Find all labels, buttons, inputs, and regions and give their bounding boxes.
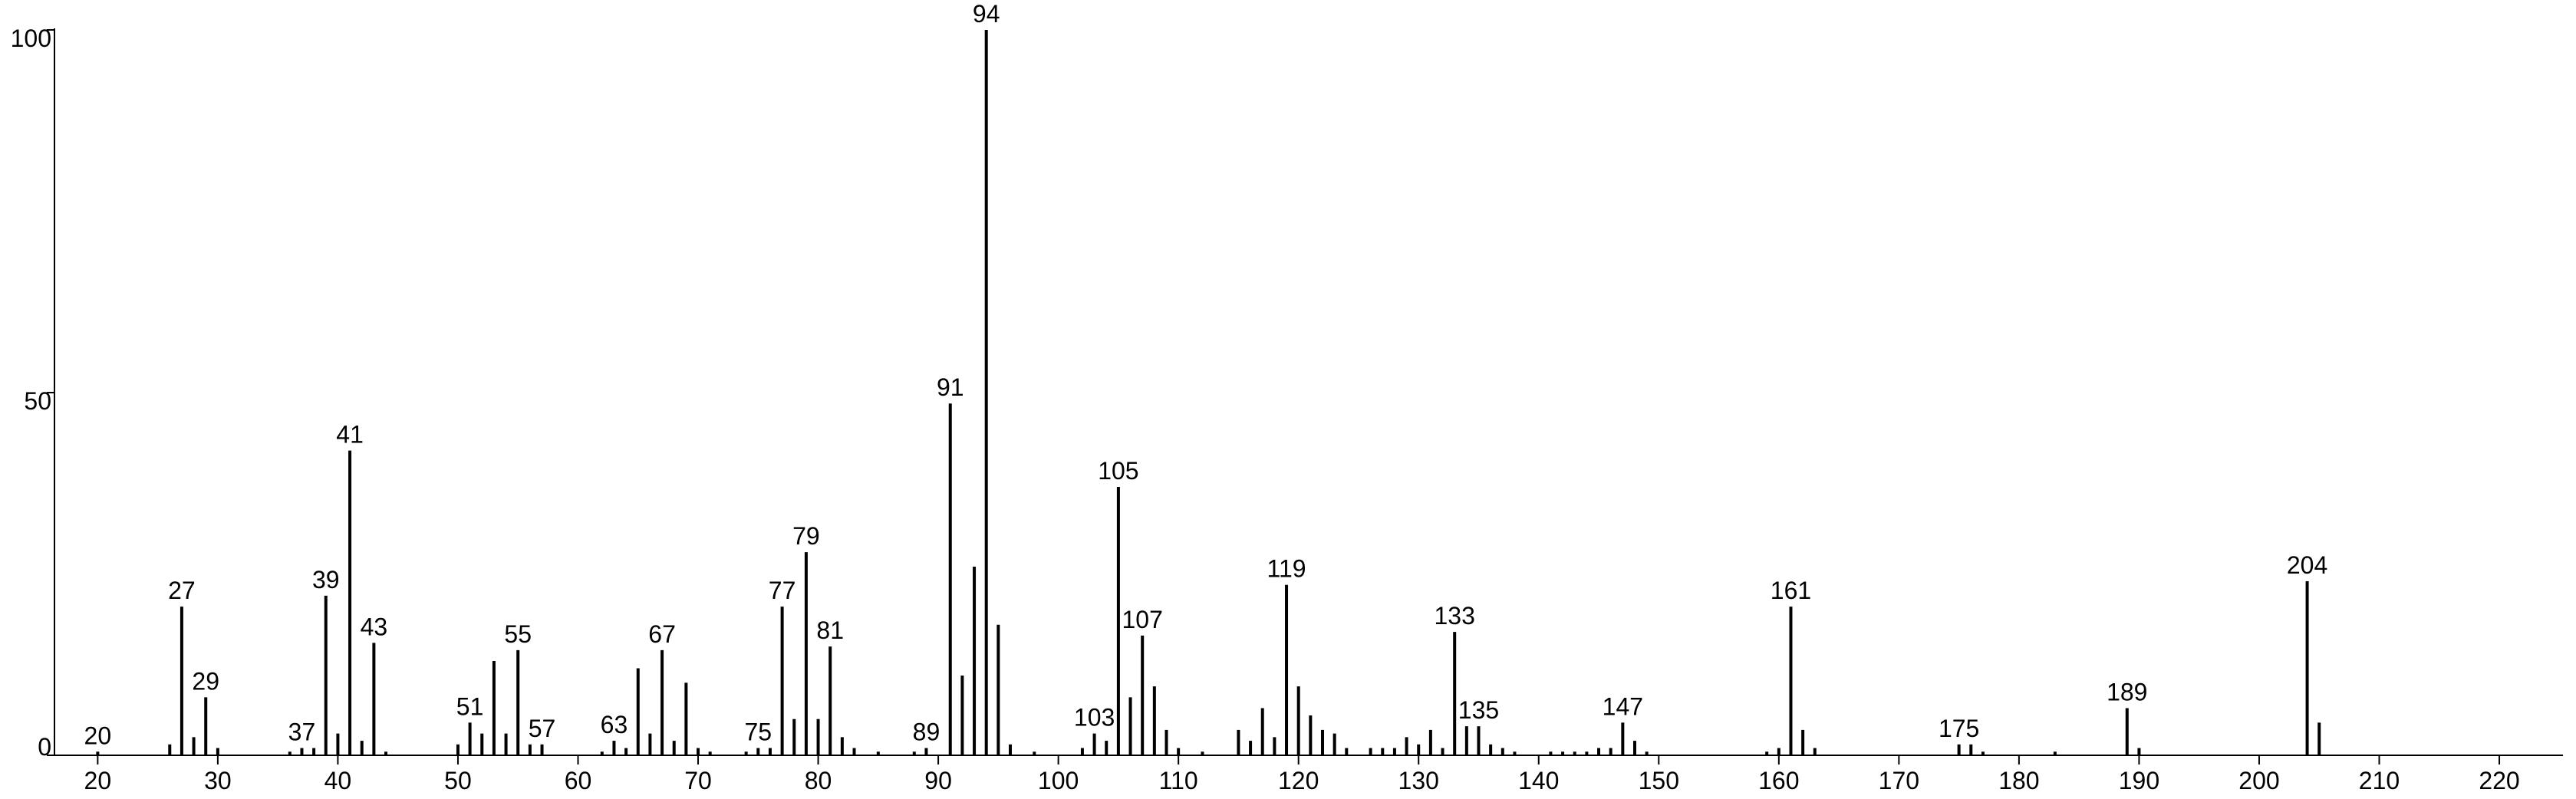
peak-label: 94: [973, 0, 1000, 28]
peak-label: 107: [1122, 606, 1163, 633]
peak-label: 161: [1771, 577, 1811, 604]
x-tick-label: 130: [1398, 767, 1439, 794]
y-tick-label: 100: [11, 25, 51, 52]
x-tick-label: 200: [2238, 767, 2279, 794]
peak-label: 89: [913, 718, 940, 746]
peak-label: 204: [2287, 551, 2327, 579]
peak-label: 55: [504, 620, 532, 648]
x-tick-label: 190: [2119, 767, 2159, 794]
peak-label: 147: [1603, 692, 1643, 720]
x-tick-label: 60: [565, 767, 592, 794]
x-tick-label: 40: [324, 767, 352, 794]
peak-label: 135: [1458, 696, 1499, 724]
peak-label: 57: [529, 715, 556, 742]
x-tick-label: 50: [444, 767, 472, 794]
x-tick-label: 30: [204, 767, 232, 794]
x-tick-label: 170: [1879, 767, 1919, 794]
peak-label: 77: [769, 577, 796, 604]
peak-label: 27: [168, 577, 196, 604]
peak-label: 79: [792, 522, 820, 550]
peak-label: 37: [288, 718, 316, 746]
y-tick-label: 0: [38, 733, 51, 761]
peak-label: 75: [744, 718, 772, 746]
x-tick-label: 100: [1038, 767, 1079, 794]
peak-label: 175: [1939, 715, 1979, 742]
x-tick-label: 20: [84, 767, 112, 794]
peak-label: 81: [816, 617, 844, 644]
x-tick-label: 140: [1518, 767, 1559, 794]
x-tick-label: 120: [1278, 767, 1319, 794]
peak-label: 133: [1434, 602, 1474, 630]
x-tick-label: 110: [1159, 767, 1198, 794]
peak-label: 63: [601, 711, 628, 738]
x-tick-label: 160: [1758, 767, 1799, 794]
peak-label: 20: [84, 722, 112, 749]
x-tick-label: 210: [2359, 767, 2400, 794]
peak-label: 29: [192, 667, 219, 695]
peak-label: 103: [1074, 704, 1115, 732]
peak-label: 105: [1098, 457, 1138, 485]
peak-label: 189: [2107, 679, 2147, 706]
peak-label: 51: [456, 692, 484, 720]
x-tick-label: 180: [1998, 767, 2039, 794]
x-tick-label: 220: [2479, 767, 2519, 794]
x-tick-label: 80: [805, 767, 832, 794]
peak-label: 67: [648, 620, 676, 648]
peak-label: 41: [336, 421, 364, 449]
peak-label: 39: [312, 566, 340, 593]
x-tick-label: 70: [684, 767, 712, 794]
x-tick-label: 90: [924, 767, 952, 794]
y-tick-label: 50: [24, 387, 51, 415]
peak-label: 119: [1267, 555, 1306, 583]
x-tick-label: 150: [1639, 767, 1679, 794]
peak-label: 43: [361, 613, 388, 640]
peak-label: 91: [937, 373, 964, 401]
